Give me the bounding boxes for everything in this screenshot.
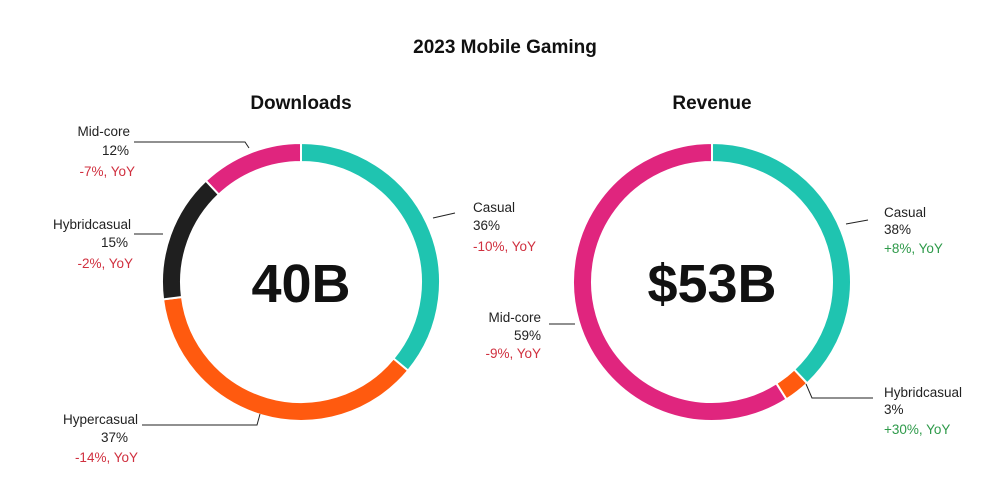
downloads-casual-yoy: -10%, YoY — [473, 239, 536, 254]
revenue-hybridcasual-leader — [805, 383, 873, 399]
downloads-slice-midcore — [204, 141, 302, 196]
revenue-casual-pct: 38% — [884, 222, 911, 237]
downloads-hybridcasual-pct: 15% — [101, 235, 128, 250]
downloads-casual-pct: 36% — [473, 218, 500, 233]
revenue-midcore-name: Mid-core — [488, 310, 541, 325]
downloads-hypercasual-pct: 37% — [101, 430, 128, 445]
revenue-midcore-yoy: -9%, YoY — [485, 346, 541, 361]
downloads-midcore-yoy: -7%, YoY — [79, 164, 135, 179]
downloads-hypercasual-yoy: -14%, YoY — [75, 450, 138, 465]
downloads-slice-hybridcasual — [161, 179, 221, 301]
downloads-midcore-pct: 12% — [102, 143, 129, 158]
revenue-hybridcasual-name: Hybridcasual — [884, 385, 962, 400]
downloads-hybridcasual-name: Hybridcasual — [53, 217, 131, 232]
downloads-slices — [161, 141, 441, 422]
downloads-chart-title: Downloads — [250, 93, 351, 114]
revenue-hybridcasual-pct: 3% — [884, 402, 904, 417]
downloads-casual-leader — [432, 212, 456, 219]
downloads-hypercasual-leader — [142, 413, 261, 426]
downloads-midcore-name: Mid-core — [77, 124, 130, 139]
downloads-slice-hypercasual — [161, 295, 410, 422]
revenue-total: $53B — [647, 254, 776, 314]
downloads-midcore-leader — [134, 141, 250, 149]
revenue-midcore-pct: 59% — [514, 328, 541, 343]
main-title: 2023 Mobile Gaming — [413, 37, 597, 58]
downloads-casual-name: Casual — [473, 200, 515, 215]
downloads-chart: Downloads 40B Casual 36% -10%, YoY Hyper… — [53, 93, 536, 465]
revenue-casual-yoy: +8%, YoY — [884, 241, 943, 256]
revenue-hybridcasual-yoy: +30%, YoY — [884, 422, 950, 437]
revenue-chart: Revenue $53B Casual 38% +8%, YoY Hybridc… — [485, 93, 962, 437]
downloads-hybridcasual-yoy: -2%, YoY — [77, 256, 133, 271]
revenue-slice-midcore — [572, 141, 788, 422]
revenue-chart-title: Revenue — [672, 93, 751, 114]
downloads-hypercasual-name: Hypercasual — [63, 412, 138, 427]
revenue-casual-leader — [845, 219, 869, 225]
revenue-slices — [572, 141, 852, 422]
revenue-casual-name: Casual — [884, 205, 926, 220]
downloads-total: 40B — [251, 254, 350, 314]
